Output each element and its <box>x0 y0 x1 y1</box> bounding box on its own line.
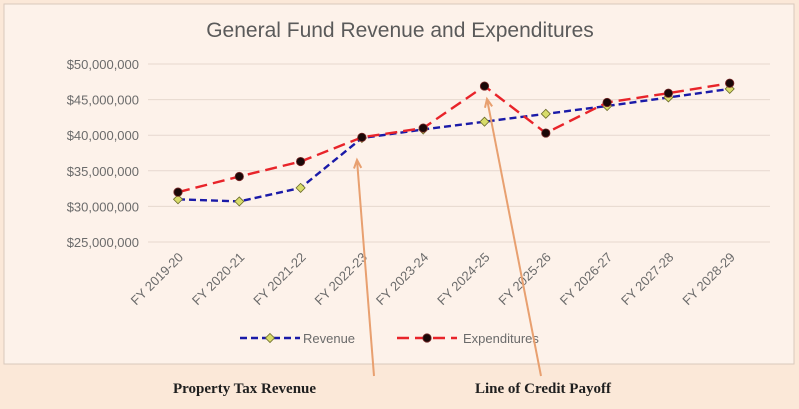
expenditures-point <box>357 132 367 142</box>
y-tick-label: $45,000,000 <box>67 93 139 108</box>
legend: Revenue Expenditures <box>240 331 539 346</box>
expenditures-point <box>725 78 735 88</box>
arrow-line-of-credit-payoff-head <box>483 96 493 108</box>
legend-label-revenue: Revenue <box>303 331 355 346</box>
expenditures-point <box>173 187 183 197</box>
revenue-point <box>479 116 490 127</box>
y-tick-label: $40,000,000 <box>67 128 139 143</box>
revenue-point <box>295 182 306 193</box>
chart-title: General Fund Revenue and Expenditures <box>206 19 594 42</box>
expenditures-point <box>418 123 428 133</box>
expenditures-point <box>295 156 306 167</box>
arrow-line-of-credit-payoff <box>486 98 542 377</box>
expenditures-point <box>663 88 674 98</box>
legend-label-expenditures: Expenditures <box>463 331 539 346</box>
annotation-arrows <box>353 96 542 377</box>
legend-marker-revenue <box>264 332 276 344</box>
y-tick-label: $30,000,000 <box>67 199 139 214</box>
revenue-point <box>234 196 245 207</box>
revenue-point <box>540 108 551 119</box>
expenditures-point <box>234 171 244 182</box>
y-tick-label: $50,000,000 <box>67 57 139 72</box>
revenue-point <box>172 194 184 205</box>
gridlines <box>148 63 770 243</box>
annotation-line-of-credit-payoff: Line of Credit Payoff <box>475 381 611 397</box>
series-line-revenue <box>177 87 730 203</box>
expenditures-point <box>479 81 490 91</box>
y-axis-tick-labels: $25,000,000 $30,000,000 $35,000,000 $40,000… <box>67 57 139 250</box>
y-tick-label: $35,000,000 <box>67 164 139 179</box>
arrow-property-tax-revenue-head <box>353 157 363 169</box>
arrow-property-tax-revenue <box>356 159 375 377</box>
expenditures-point <box>541 128 551 138</box>
annotation-property-tax-revenue: Property Tax Revenue <box>173 381 317 397</box>
legend-marker-expenditures <box>422 333 432 343</box>
series-line-expenditures <box>177 82 730 194</box>
y-tick-label: $25,000,000 <box>67 235 139 250</box>
series-group <box>172 78 735 207</box>
expenditures-point <box>602 97 612 108</box>
